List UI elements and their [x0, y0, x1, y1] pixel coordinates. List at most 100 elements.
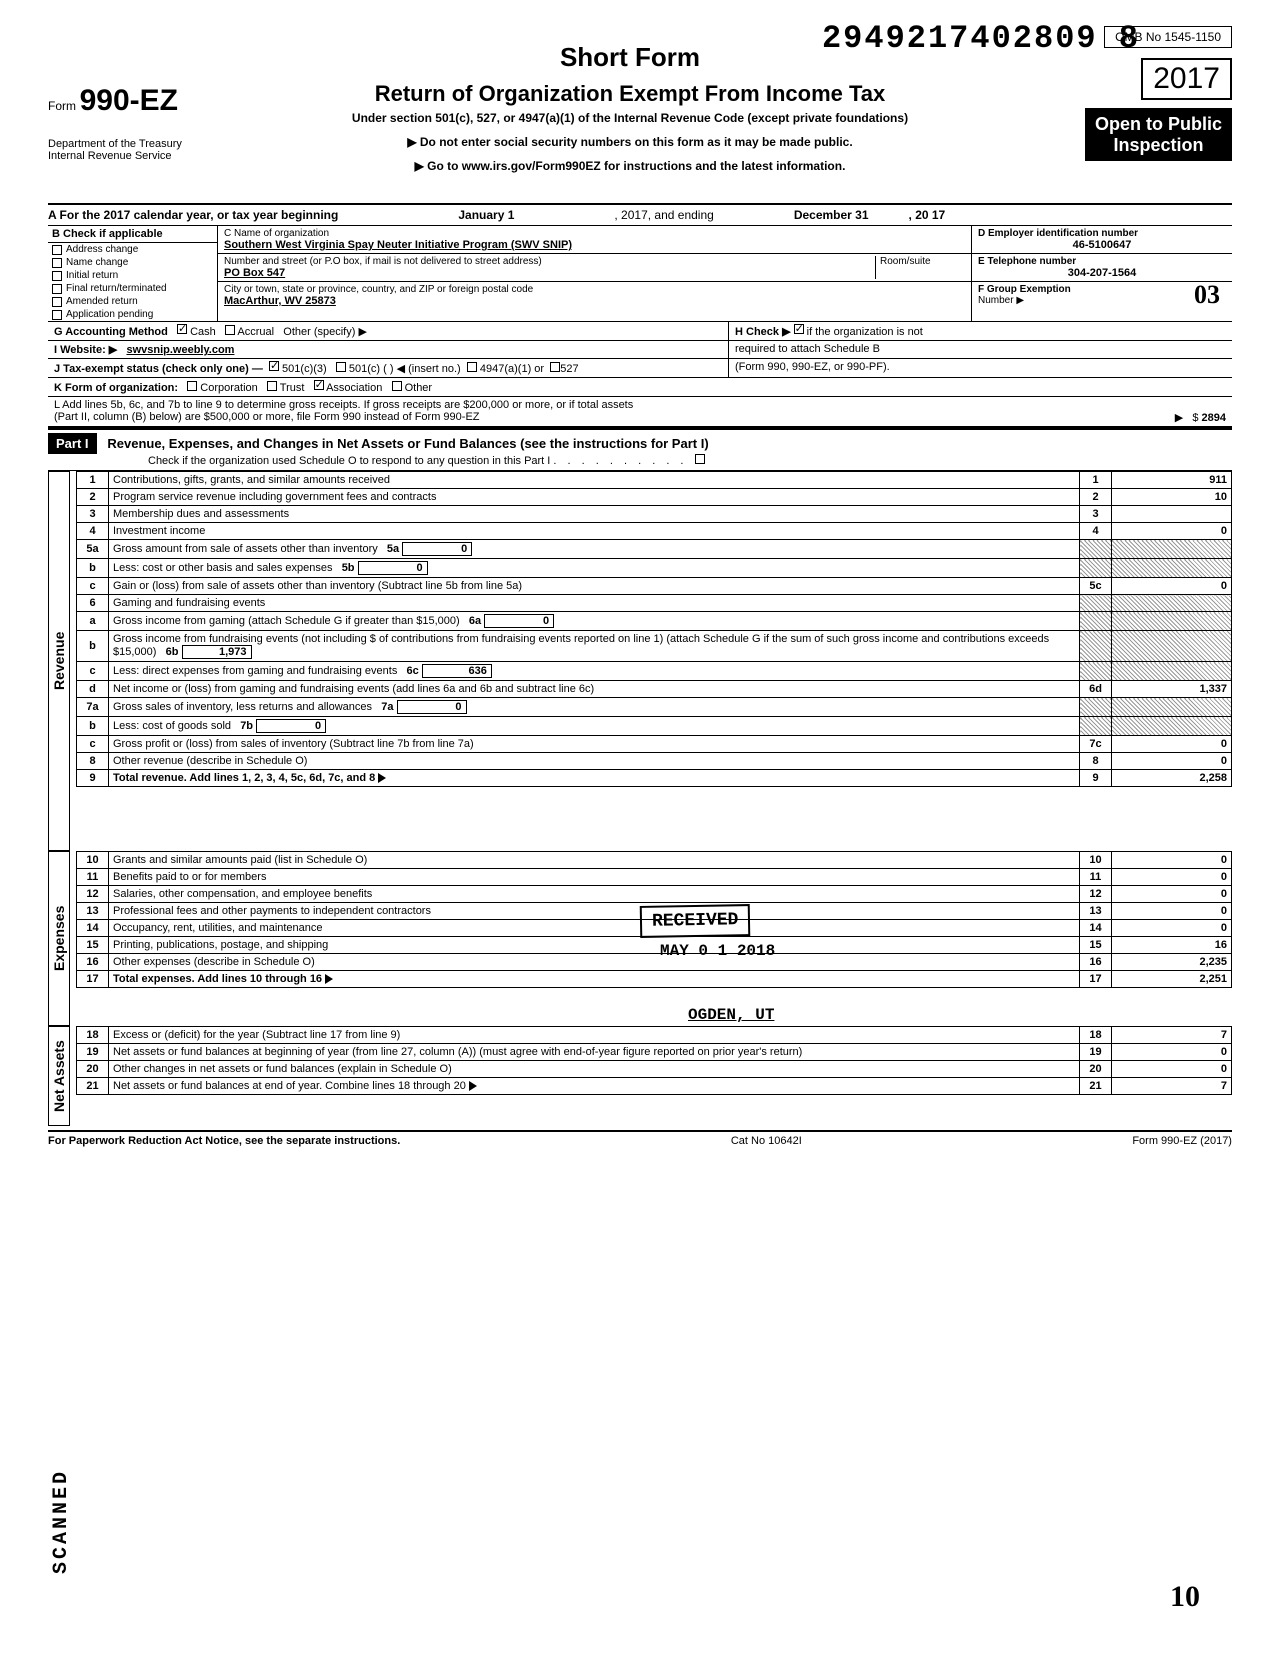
- footer-left: For Paperwork Reduction Act Notice, see …: [48, 1135, 400, 1147]
- form-number: 990-EZ: [80, 84, 178, 117]
- chk-schedule-o[interactable]: [695, 454, 705, 464]
- line-desc: Net income or (loss) from gaming and fun…: [109, 681, 1080, 698]
- col-B: B Check if applicable Address change Nam…: [48, 226, 218, 321]
- line-box: 18: [1080, 1027, 1112, 1044]
- chk-other[interactable]: [392, 381, 402, 391]
- shade-cell: [1112, 540, 1232, 559]
- inner-desc: Gross sales of inventory, less returns a…: [113, 701, 372, 713]
- table-row: 15Printing, publications, postage, and s…: [77, 937, 1232, 954]
- cash-label: Cash: [190, 326, 216, 338]
- line-box: 6d: [1080, 681, 1112, 698]
- chk-527[interactable]: [550, 362, 560, 372]
- footer-mid: Cat No 10642I: [731, 1135, 802, 1147]
- chk-amended-return[interactable]: Amended return: [48, 295, 217, 308]
- inner-desc: Gross income from fundraising events (no…: [113, 633, 1049, 658]
- chk-corp[interactable]: [187, 381, 197, 391]
- city-label: City or town, state or province, country…: [224, 284, 965, 295]
- part1-title-row: Part I Revenue, Expenses, and Changes in…: [48, 428, 1232, 471]
- inner-box-val: 0: [358, 561, 428, 575]
- table-row: 6Gaming and fundraising events: [77, 595, 1232, 612]
- line-num: 8: [77, 753, 109, 770]
- table-row: dNet income or (loss) from gaming and fu…: [77, 681, 1232, 698]
- line-amt: 0: [1112, 753, 1232, 770]
- line-amt: 10: [1112, 489, 1232, 506]
- col-D: D Employer identification number 46-5100…: [972, 226, 1232, 321]
- table-row: 9Total revenue. Add lines 1, 2, 3, 4, 5c…: [77, 770, 1232, 787]
- line-amt: 0: [1112, 736, 1232, 753]
- line-num: 4: [77, 523, 109, 540]
- handwritten-10: 10: [1170, 1580, 1200, 1614]
- line-desc: Program service revenue including govern…: [109, 489, 1080, 506]
- dept2: Internal Revenue Service: [48, 150, 172, 162]
- table-row: 11Benefits paid to or for members110: [77, 869, 1232, 886]
- line-desc: Total expenses. Add lines 10 through 16: [109, 971, 1080, 988]
- table-row: 1Contributions, gifts, grants, and simil…: [77, 472, 1232, 489]
- inner-box-val: 0: [402, 542, 472, 556]
- chk-address-change[interactable]: Address change: [48, 243, 217, 256]
- table-row: 4Investment income40: [77, 523, 1232, 540]
- chk-501c3[interactable]: [269, 361, 279, 371]
- stamp-scanned: SCANNED: [50, 1469, 73, 1574]
- row-G-label: G Accounting Method: [54, 326, 168, 338]
- chk-label: Initial return: [66, 270, 118, 281]
- col-C: C Name of organization Southern West Vir…: [218, 226, 972, 321]
- table-row: bLess: cost of goods sold 7b 0: [77, 717, 1232, 736]
- line-desc: Gross amount from sale of assets other t…: [109, 540, 1080, 559]
- row-L-text1: L Add lines 5b, 6c, and 7b to line 9 to …: [54, 399, 1226, 411]
- omb-box: OMB No 1545-1150: [1104, 26, 1232, 48]
- line-desc: Occupancy, rent, utilities, and maintena…: [109, 920, 1080, 937]
- line-amt: 0: [1112, 852, 1232, 869]
- line-num: b: [77, 559, 109, 578]
- inner-box-label: 6a: [469, 615, 481, 627]
- k-o1: Corporation: [200, 382, 257, 394]
- line-desc: Gross income from fundraising events (no…: [109, 631, 1080, 662]
- line-num: 5a: [77, 540, 109, 559]
- line-box: 16: [1080, 954, 1112, 971]
- chk-cash[interactable]: [177, 324, 187, 334]
- table-row: 18Excess or (deficit) for the year (Subt…: [77, 1027, 1232, 1044]
- line-amt: 0: [1112, 886, 1232, 903]
- subtitle: Under section 501(c), 527, or 4947(a)(1)…: [228, 111, 1032, 125]
- line-box: 2: [1080, 489, 1112, 506]
- line-box: 21: [1080, 1078, 1112, 1095]
- line-box: 9: [1080, 770, 1112, 787]
- chk-501c[interactable]: [336, 362, 346, 372]
- room-label: Room/suite: [880, 256, 965, 267]
- shade-cell: [1080, 631, 1112, 662]
- col-B-header: B Check if applicable: [48, 226, 217, 243]
- line-num: c: [77, 736, 109, 753]
- row-A-end-month: December 31: [794, 208, 869, 222]
- instr-ssn: ▶ Do not enter social security numbers o…: [228, 135, 1032, 149]
- chk-trust[interactable]: [267, 381, 277, 391]
- inner-box-label: 5b: [342, 562, 355, 574]
- table-row: 16Other expenses (describe in Schedule O…: [77, 954, 1232, 971]
- table-row: 2Program service revenue including gover…: [77, 489, 1232, 506]
- line-box: 4: [1080, 523, 1112, 540]
- line-amt: 0: [1112, 903, 1232, 920]
- chk-assoc[interactable]: [314, 380, 324, 390]
- chk-initial-return[interactable]: Initial return: [48, 269, 217, 282]
- chk-label: Address change: [66, 244, 138, 255]
- line-desc: Other revenue (describe in Schedule O): [109, 753, 1080, 770]
- line-amt: 0: [1112, 1061, 1232, 1078]
- chk-accrual[interactable]: [225, 325, 235, 335]
- dept-block: Department of the Treasury Internal Reve…: [48, 138, 182, 162]
- line-box: 3: [1080, 506, 1112, 523]
- row-A: A For the 2017 calendar year, or tax yea…: [48, 205, 1232, 226]
- shade-cell: [1080, 698, 1112, 717]
- tel-value: 304-207-1564: [978, 267, 1226, 279]
- chk-final-return[interactable]: Final return/terminated: [48, 282, 217, 295]
- line-desc: Total revenue. Add lines 1, 2, 3, 4, 5c,…: [109, 770, 1080, 787]
- table-row: 8Other revenue (describe in Schedule O)8…: [77, 753, 1232, 770]
- chk-4947[interactable]: [467, 362, 477, 372]
- line-num: c: [77, 578, 109, 595]
- grp-label: F Group Exemption: [978, 284, 1226, 295]
- chk-application-pending[interactable]: Application pending: [48, 308, 217, 321]
- line-desc: Grants and similar amounts paid (list in…: [109, 852, 1080, 869]
- shade-cell: [1080, 595, 1112, 612]
- line-num: b: [77, 717, 109, 736]
- arrow-icon: [325, 974, 333, 984]
- chk-H[interactable]: [794, 324, 804, 334]
- row-J: J Tax-exempt status (check only one) — 5…: [48, 359, 728, 377]
- chk-name-change[interactable]: Name change: [48, 256, 217, 269]
